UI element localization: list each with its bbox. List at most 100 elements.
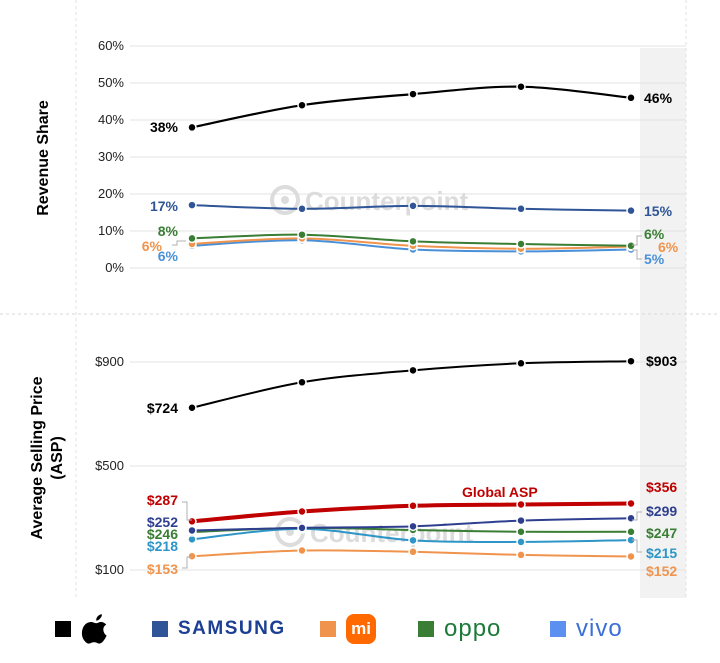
asp-point-oppo (626, 527, 636, 537)
revenue-share-axis-label: Revenue Share (35, 100, 52, 216)
legend-item-vivo: vivo (550, 614, 623, 644)
revenue-point-oppo (187, 233, 197, 244)
legend-item-apple (55, 614, 109, 644)
oppo-logo: oppo (444, 615, 502, 642)
revenue-point-samsung (187, 200, 197, 210)
leader-line (182, 556, 192, 569)
label-samsung-start: 17% (150, 198, 179, 214)
asp-point-xiaomi (297, 545, 307, 556)
revenue-tick-label: 60% (98, 38, 124, 53)
legend-swatch-apple (55, 621, 71, 637)
label-xiaomi-end: 6% (658, 239, 679, 255)
asp-point-global-asp (516, 499, 526, 510)
revenue-tick-label: 40% (98, 112, 124, 127)
label-samsung-end: 15% (644, 203, 673, 219)
asp-point-vivo (408, 535, 418, 546)
revenue-tick-label: 30% (98, 149, 124, 164)
label-global-asp-end: $356 (646, 479, 677, 495)
asp-point-xiaomi (626, 551, 636, 562)
asp-point-samsung (408, 521, 418, 532)
asp-point-samsung (187, 525, 197, 536)
revenue-tick-label: 10% (98, 223, 124, 238)
watermark-text-2: Counterpoint (310, 518, 474, 548)
asp-axis-label-line1: Average Selling Price (29, 376, 46, 539)
asp-point-global-asp (297, 506, 307, 517)
leader-line (632, 235, 642, 246)
leader-line (632, 249, 642, 260)
asp-point-global-asp (187, 516, 197, 527)
leader-line (172, 240, 186, 246)
label-asp-oppo-start: $246 (147, 526, 178, 542)
legend: SAMSUNG mi oppo vivo (0, 600, 720, 663)
label-apple-end: 46% (644, 90, 673, 106)
leader-line (632, 511, 642, 521)
xiaomi-logo: mi (346, 614, 376, 644)
revenue-point-oppo (516, 239, 526, 249)
revenue-point-apple (187, 122, 197, 133)
label-global-asp-start: $287 (147, 492, 178, 508)
label-asp-samsung-start: $252 (147, 514, 178, 530)
revenue-point-samsung (626, 205, 636, 216)
revenue-point-samsung (297, 204, 307, 214)
label-xiaomi-start: 6% (142, 238, 163, 254)
revenue-point-oppo (408, 236, 418, 247)
legend-item-samsung: SAMSUNG (152, 614, 286, 644)
asp-point-global-asp (626, 498, 636, 509)
chart-area: 0% 10% 20% 30% 40% 50% 60% $100 $500 $900 Counte… (0, 0, 720, 600)
apple-logo-icon (81, 614, 107, 644)
asp-point-samsung (516, 515, 526, 526)
revenue-point-apple (408, 89, 418, 99)
asp-point-global-asp (408, 501, 418, 511)
label-asp-vivo-start: $218 (147, 538, 178, 554)
asp-point-apple (516, 358, 526, 369)
asp-tick-label: $500 (95, 458, 124, 473)
label-asp-xiaomi-start: $153 (147, 561, 178, 577)
data-labels: 38%46%17% 15%8%6%6%6%6%5%$724$903$287$356… (142, 90, 679, 579)
asp-point-apple (408, 365, 418, 376)
label-apple-start: 38% (150, 119, 179, 135)
asp-point-vivo (516, 537, 526, 547)
label-asp-vivo-end: $215 (646, 545, 677, 561)
asp-point-xiaomi (516, 550, 526, 560)
label-asp-apple-start: $724 (147, 400, 178, 416)
asp-point-samsung (626, 513, 636, 524)
watermark-text: Counterpoint (305, 186, 469, 216)
revenue-point-samsung (516, 204, 526, 214)
label-asp-samsung-end: $299 (646, 503, 677, 519)
vivo-logo: vivo (576, 615, 623, 642)
revenue-grid: 0% 10% 20% 30% 40% 50% 60% (98, 38, 686, 275)
asp-point-apple (626, 356, 636, 366)
asp-point-oppo (516, 527, 526, 537)
revenue-point-oppo (297, 229, 307, 240)
revenue-point-apple (626, 93, 636, 103)
legend-swatch-vivo (550, 621, 566, 637)
legend-item-xiaomi: mi (320, 614, 376, 644)
revenue-point-apple (516, 81, 526, 92)
asp-point-xiaomi (408, 547, 418, 557)
leader-line (182, 501, 192, 521)
legend-swatch-xiaomi (320, 621, 336, 637)
label-asp-apple-end: $903 (646, 353, 677, 369)
revenue-point-oppo (626, 241, 636, 251)
revenue-point-samsung (408, 201, 418, 211)
legend-item-oppo: oppo (418, 614, 501, 644)
revenue-tick-label: 0% (105, 260, 124, 275)
asp-tick-label: $100 (95, 562, 124, 577)
asp-point-samsung (297, 523, 307, 533)
label-global-asp-series: Global ASP (462, 484, 538, 500)
asp-tick-label: $900 (95, 354, 124, 369)
revenue-point-apple (297, 100, 307, 110)
asp-axis-label-line2: (ASP) (49, 436, 66, 480)
asp-point-apple (187, 403, 197, 413)
label-vivo-end: 5% (644, 251, 665, 267)
revenue-share-series (187, 81, 636, 257)
chart-frames (0, 0, 720, 600)
asp-series (187, 356, 636, 562)
label-asp-oppo-end: $247 (646, 525, 677, 541)
watermark: Counterpoint Counterpoint (270, 185, 474, 548)
legend-swatch-samsung (152, 621, 168, 637)
revenue-tick-label: 50% (98, 75, 124, 90)
label-oppo-start: 8% (158, 223, 179, 239)
asp-point-apple (297, 377, 307, 388)
legend-swatch-oppo (418, 621, 434, 637)
